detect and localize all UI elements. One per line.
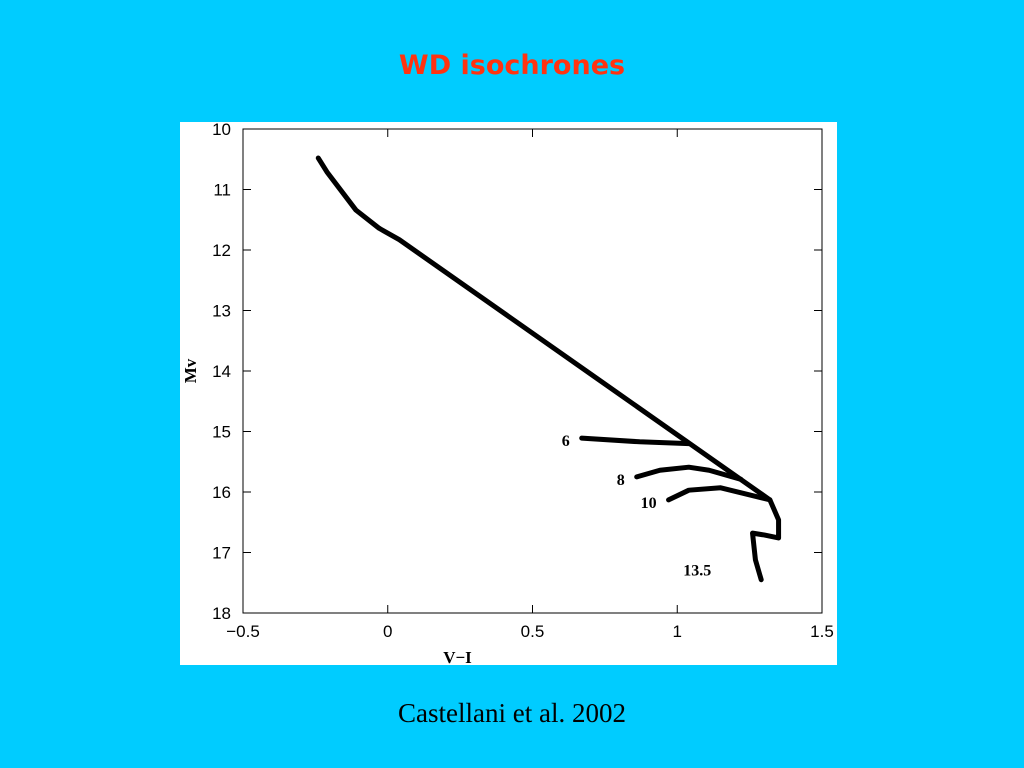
isochrone xyxy=(634,464,744,482)
x-tick-label: −0.5 xyxy=(226,622,260,641)
y-tick-label: 18 xyxy=(212,604,231,623)
y-axis-label: Mv xyxy=(181,358,200,383)
slide-caption: Castellani et al. 2002 xyxy=(398,698,626,728)
x-tick-label: 1.5 xyxy=(810,622,834,641)
isochrone-label: 6 xyxy=(562,433,570,450)
y-tick-label: 14 xyxy=(212,362,231,381)
y-tick-label: 17 xyxy=(212,544,231,563)
y-tick-label: 16 xyxy=(212,483,231,502)
x-axis-label: V−I xyxy=(443,648,472,667)
y-tick-label: 10 xyxy=(212,120,231,139)
isochrone-label: 10 xyxy=(641,495,657,512)
y-tick-label: 15 xyxy=(212,423,231,442)
x-tick-label: 0.5 xyxy=(521,622,545,641)
isochrone-label: 13.5 xyxy=(683,563,711,580)
isochrone xyxy=(579,435,692,447)
y-tick-label: 12 xyxy=(212,241,231,260)
chart-background xyxy=(180,122,837,665)
y-tick-label: 11 xyxy=(213,181,231,200)
x-tick-label: 0 xyxy=(383,622,392,641)
isochrone xyxy=(666,485,773,503)
slide-title: WD isochrones xyxy=(398,50,626,81)
isochrone-label: 8 xyxy=(617,472,625,489)
y-tick-label: 13 xyxy=(212,302,231,321)
x-tick-label: 1 xyxy=(673,622,682,641)
isochrone xyxy=(315,155,782,583)
